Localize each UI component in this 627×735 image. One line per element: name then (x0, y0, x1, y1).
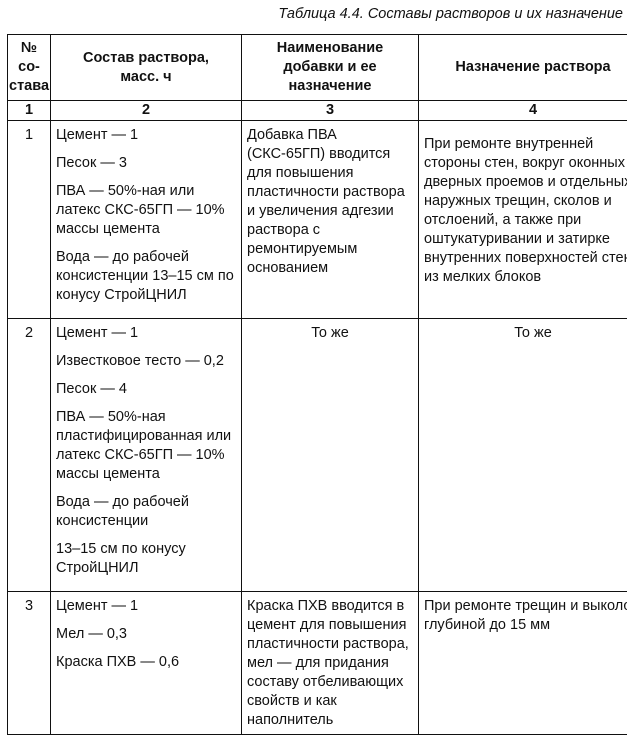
ingredient: Вода — до рабочей консистенции (56, 493, 236, 531)
header-composition: Состав раствора, масс. ч (51, 35, 242, 101)
column-number-row: 1 2 3 4 (8, 101, 627, 121)
table-caption: Таблица 4.4. Составы растворов и их назн… (278, 6, 623, 22)
purpose-cell: При ремонте трещин и выколов глубиной до… (419, 592, 627, 735)
header-purpose: Назначение раствора (419, 35, 627, 101)
header-text: Наименование (277, 40, 383, 56)
ingredient: Вода — до рабочей консистенции 13–15 см … (56, 248, 236, 305)
ingredient: Песок — 4 (56, 380, 236, 399)
composition-cell: Цемент — 1 Известковое тесто — 0,2 Песок… (51, 319, 242, 592)
header-text: № (21, 40, 37, 56)
purpose-cell: То же (419, 319, 627, 592)
column-number: 3 (242, 101, 419, 121)
column-number: 4 (419, 101, 627, 121)
ingredient: ПВА — 50%-ная или латекс СКС-65ГП — 10% … (56, 182, 236, 239)
ingredient: Краска ПХВ — 0,6 (56, 653, 236, 672)
purpose-cell: При ремонте внутренней стороны стен, вок… (419, 121, 627, 319)
header-text: добавки и ее (283, 59, 376, 75)
compositions-table: № со-става Состав раствора, масс. ч Наимен… (7, 34, 627, 735)
header-additive: Наименование добавки и ее назначение (242, 35, 419, 101)
ingredient: 13–15 см по конусу СтройЦНИЛ (56, 540, 236, 578)
ingredient: ПВА — 50%-ная пластифицированная или лат… (56, 408, 236, 484)
ingredient: Мел — 0,3 (56, 625, 236, 644)
additive-cell: Добавка ПВА (СКС-65ГП) вводится для повы… (242, 121, 419, 319)
table-header-row: № со-става Состав раствора, масс. ч Наимен… (8, 35, 627, 101)
composition-cell: Цемент — 1 Мел — 0,3 Краска ПХВ — 0,6 (51, 592, 242, 735)
table-row: 2 Цемент — 1 Известковое тесто — 0,2 Пес… (8, 319, 627, 592)
ingredient: Песок — 3 (56, 154, 236, 173)
additive-cell: То же (242, 319, 419, 592)
table-row: 1 Цемент — 1 Песок — 3 ПВА — 50%-ная или… (8, 121, 627, 319)
row-number: 3 (8, 592, 51, 735)
ingredient: Известковое тесто — 0,2 (56, 352, 236, 371)
composition-cell: Цемент — 1 Песок — 3 ПВА — 50%-ная или л… (51, 121, 242, 319)
column-number: 2 (51, 101, 242, 121)
ingredient: Цемент — 1 (56, 126, 236, 145)
column-number: 1 (8, 101, 51, 121)
header-text: масс. ч (120, 69, 171, 85)
ingredient: Цемент — 1 (56, 324, 236, 343)
additive-cell: Краска ПХВ вводится в цемент для повышен… (242, 592, 419, 735)
header-text: со- (18, 59, 40, 75)
header-text: Назначение раствора (455, 59, 610, 75)
row-number: 2 (8, 319, 51, 592)
row-number: 1 (8, 121, 51, 319)
header-number: № со-става (8, 35, 51, 101)
ingredient: Цемент — 1 (56, 597, 236, 616)
header-text: става (9, 78, 49, 94)
header-text: назначение (289, 78, 372, 94)
header-text: Состав раствора, (83, 50, 209, 66)
table-row: 3 Цемент — 1 Мел — 0,3 Краска ПХВ — 0,6 … (8, 592, 627, 735)
